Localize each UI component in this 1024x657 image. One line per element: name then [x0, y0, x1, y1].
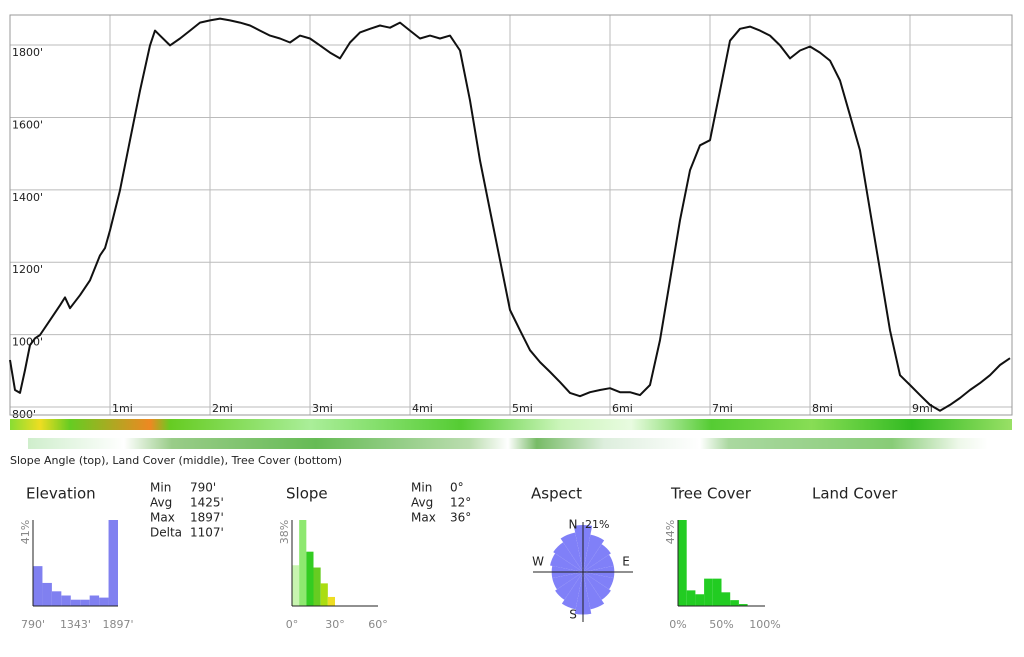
panel-title: Elevation: [26, 485, 96, 503]
histogram-bar: [712, 578, 722, 606]
histogram-bar: [292, 565, 300, 606]
stat-value: 1107': [190, 526, 224, 540]
histogram-bar: [686, 590, 696, 606]
y-tick-label: 1000': [12, 336, 43, 349]
aspect-wedge: [552, 572, 583, 590]
direction-label: N: [569, 518, 578, 532]
x-tick-label: 4mi: [412, 402, 433, 415]
max-label: 41%: [19, 520, 32, 544]
aspect-wedge: [583, 534, 605, 572]
histogram-bar: [80, 599, 90, 606]
stat-label: Max: [150, 511, 175, 525]
histogram-bar: [704, 578, 713, 606]
direction-label: S: [569, 608, 577, 622]
histogram-bar: [108, 520, 118, 606]
stat-value: 12°: [450, 496, 471, 510]
histogram-bar: [738, 604, 748, 606]
x-tick-label: 9mi: [912, 402, 933, 415]
tree-cover-band: [28, 438, 988, 449]
slope-angle-band: [10, 419, 1012, 430]
x-tick-label: 1897': [102, 618, 133, 631]
x-tick-label: 790': [21, 618, 45, 631]
stat-label: Max: [411, 511, 436, 525]
stat-value: 1897': [190, 511, 224, 525]
histogram-bar: [299, 520, 307, 606]
plots: 800'1000'1200'1400'1600'1800'1mi 2mi 3mi 4m…: [9, 14, 1013, 631]
y-tick-label: 1400': [12, 191, 43, 204]
x-tick-label: 8mi: [812, 402, 833, 415]
histogram-bar: [89, 595, 100, 606]
histogram-bar: [721, 592, 731, 606]
aspect-wedge: [583, 572, 614, 590]
histogram-bar: [695, 594, 705, 606]
histogram-bar: [730, 600, 739, 606]
x-tick-label: 6mi: [612, 402, 633, 415]
stat-label: Avg: [150, 496, 172, 510]
y-tick-label: 1200': [12, 263, 43, 276]
max-label: 21%: [585, 518, 609, 531]
x-tick-label: 30°: [325, 618, 345, 631]
x-tick-label: 3mi: [312, 402, 333, 415]
panel-title: Tree Cover: [670, 485, 752, 503]
aspect-wedge: [550, 553, 583, 572]
x-tick-label: 0°: [286, 618, 299, 631]
histogram-bar: [313, 567, 321, 606]
histogram-bar: [42, 582, 52, 606]
histogram-bar: [99, 597, 109, 606]
panel-title: Slope: [286, 485, 328, 503]
max-label: 38%: [278, 520, 291, 544]
stat-value: 36°: [450, 511, 471, 525]
max-label: 44%: [664, 520, 677, 544]
x-tick-label: 7mi: [712, 402, 733, 415]
aspect-wedge: [583, 554, 614, 572]
x-tick-label: 2mi: [212, 402, 233, 415]
band-caption: Slope Angle (top), Land Cover (middle), …: [10, 454, 342, 467]
x-tick-label: 5mi: [512, 402, 533, 415]
direction-label: W: [532, 555, 544, 569]
panel-title: Land Cover: [812, 485, 898, 503]
x-tick-label: 1343': [60, 618, 91, 631]
plot-frame: [9, 14, 1013, 416]
aspect-wedge: [583, 572, 611, 600]
aspect-wedge: [553, 542, 583, 572]
histogram-bar: [327, 596, 335, 606]
aspect-wedge: [583, 544, 611, 572]
aspect-wedge: [561, 572, 583, 610]
histogram-bar: [51, 591, 62, 606]
histogram-bar: [320, 583, 328, 606]
x-tick-label: 100%: [749, 618, 780, 631]
histogram-bar: [306, 551, 314, 606]
histogram-bar: [70, 599, 81, 606]
x-tick-label: 0%: [669, 618, 686, 631]
panel-title: Aspect: [531, 485, 582, 503]
aspect-wedge: [583, 572, 605, 610]
direction-label: E: [622, 555, 630, 569]
y-tick-label: 1600': [12, 118, 43, 131]
x-tick-label: 60°: [368, 618, 388, 631]
stat-value: 790': [190, 481, 216, 495]
histogram-bar: [678, 520, 687, 606]
aspect-wedge: [560, 532, 583, 572]
elevation-line: [9, 17, 1011, 412]
aspect-wedge: [555, 572, 583, 600]
y-tick-label: 1800': [12, 46, 43, 59]
histogram-bar: [33, 566, 43, 606]
x-tick-label: 1mi: [112, 402, 133, 415]
stat-label: Min: [411, 481, 432, 495]
stat-value: 0°: [450, 481, 464, 495]
stat-label: Delta: [150, 526, 182, 540]
stat-label: Min: [150, 481, 171, 495]
stat-value: 1425': [190, 496, 224, 510]
stat-label: Avg: [411, 496, 433, 510]
x-tick-label: 50%: [709, 618, 733, 631]
histogram-bar: [61, 595, 71, 606]
